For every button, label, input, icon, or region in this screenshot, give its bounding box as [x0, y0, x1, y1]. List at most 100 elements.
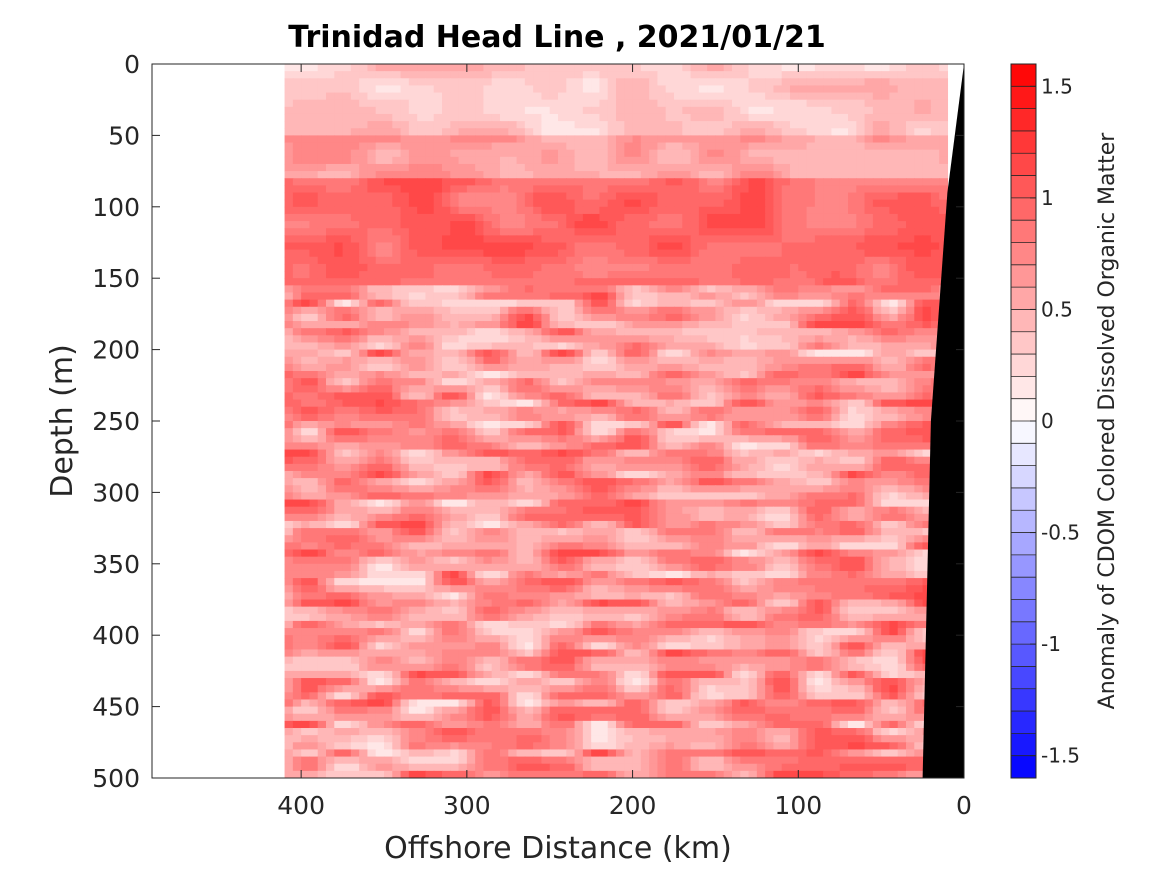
field-cell: [458, 356, 468, 365]
field-cell: [317, 85, 327, 94]
field-cell: [317, 92, 327, 101]
field-cell: [649, 356, 659, 365]
field-cell: [574, 292, 584, 301]
field-cell: [798, 178, 808, 186]
field-cell: [599, 499, 609, 508]
field-cell: [698, 135, 708, 144]
field-cell: [698, 292, 708, 301]
field-cell: [508, 499, 518, 508]
field-cell: [839, 149, 849, 158]
field-cell: [558, 113, 567, 122]
field-cell: [856, 121, 866, 129]
field-cell: [433, 335, 443, 344]
field-cell: [400, 256, 410, 265]
field-cell: [384, 363, 393, 372]
field-cell: [848, 235, 857, 244]
field-cell: [582, 185, 592, 194]
field-cell: [674, 78, 683, 87]
field-cell: [665, 235, 675, 244]
field-cell: [599, 449, 609, 458]
field-cell: [450, 249, 460, 258]
field-cell: [781, 321, 791, 329]
field-cell: [806, 385, 816, 394]
field-cell: [616, 285, 625, 294]
field-cell: [665, 435, 675, 444]
field-cell: [723, 106, 733, 115]
field-cell: [524, 385, 534, 394]
field-cell: [740, 313, 750, 322]
field-cell: [748, 313, 758, 322]
field-cell: [707, 64, 717, 72]
field-cell: [839, 156, 849, 165]
field-cell: [375, 392, 385, 401]
field-cell: [558, 435, 567, 444]
field-cell: [516, 499, 526, 508]
field-cell: [292, 199, 302, 208]
field-cell: [690, 163, 700, 172]
field-cell: [740, 478, 750, 486]
field-cell: [665, 485, 675, 493]
field-cell: [798, 221, 808, 229]
field-cell: [483, 206, 493, 215]
field-cell: [640, 213, 650, 222]
field-cell: [549, 256, 559, 265]
field-cell: [533, 442, 543, 451]
field-cell: [640, 199, 650, 208]
field-cell: [930, 206, 940, 215]
field-cell: [682, 485, 692, 493]
field-cell: [707, 442, 717, 451]
field-cell: [922, 435, 932, 444]
field-cell: [607, 235, 617, 244]
field-cell: [466, 406, 476, 415]
field-cell: [516, 228, 526, 236]
field-cell: [732, 356, 741, 365]
field-cell: [707, 421, 717, 429]
field-cell: [624, 492, 634, 501]
field-cell: [417, 406, 427, 415]
field-cell: [616, 299, 625, 308]
field-cell: [773, 242, 783, 251]
field-cell: [657, 449, 667, 458]
field-cell: [334, 306, 344, 315]
field-cell: [848, 299, 857, 308]
field-cell: [442, 478, 451, 486]
field-cell: [674, 442, 683, 451]
field-cell: [616, 156, 625, 165]
field-cell: [483, 263, 493, 272]
field-cell: [541, 71, 551, 79]
field-cell: [674, 306, 683, 315]
field-cell: [756, 192, 766, 201]
field-cell: [773, 321, 783, 329]
field-cell: [442, 228, 451, 236]
field-cell: [831, 64, 841, 72]
field-cell: [475, 121, 485, 129]
field-cell: [508, 271, 518, 279]
field-cell: [533, 385, 543, 394]
field-cell: [881, 278, 891, 286]
field-cell: [442, 371, 451, 379]
field-cell: [450, 142, 460, 151]
field-cell: [483, 292, 493, 301]
field-cell: [516, 428, 526, 436]
field-cell: [359, 492, 369, 501]
field-cell: [707, 271, 717, 279]
field-cell: [856, 342, 866, 351]
field-cell: [342, 328, 352, 336]
field-cell: [665, 478, 675, 486]
field-cell: [657, 349, 667, 358]
field-cell: [326, 235, 335, 244]
field-cell: [367, 349, 377, 358]
field-cell: [856, 178, 866, 186]
field-cell: [582, 121, 592, 129]
field-cell: [806, 171, 816, 179]
field-cell: [466, 470, 476, 479]
field-cell: [508, 156, 518, 165]
field-cell: [392, 385, 402, 394]
field-cell: [417, 492, 427, 501]
field-cell: [334, 121, 344, 129]
field-cell: [359, 442, 369, 451]
field-cell: [640, 499, 650, 508]
field-cell: [516, 156, 526, 165]
field-cell: [359, 149, 369, 158]
field-cell: [790, 78, 799, 87]
